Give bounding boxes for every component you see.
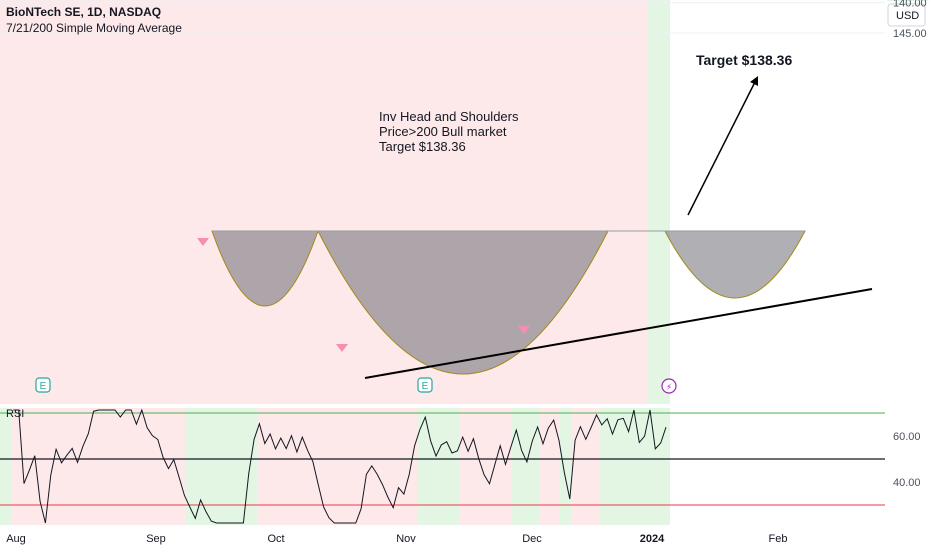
rsi-bull-zone <box>560 408 572 525</box>
time-axis-label: 2024 <box>640 533 665 545</box>
currency-label: USD <box>896 10 919 22</box>
pattern-annotation-line: Price>200 Bull market <box>379 124 507 139</box>
chart-subtitle: 7/21/200 Simple Moving Average <box>6 20 182 36</box>
time-axis-label: Oct <box>267 533 284 545</box>
bull-zone-bg <box>648 0 670 404</box>
chart-header: BioNTech SE, 1D, NASDAQ 7/21/200 Simple … <box>6 4 182 36</box>
earnings-badge-text: E <box>40 381 47 392</box>
rsi-bull-zone <box>512 408 540 525</box>
earnings-marker: E <box>418 378 432 392</box>
earnings-badge-text: E <box>422 381 429 392</box>
pattern-annotation-line: Inv Head and Shoulders <box>379 109 519 124</box>
price-axis-bg <box>885 0 932 550</box>
earnings-marker: E <box>36 378 50 392</box>
chart-title: BioNTech SE, 1D, NASDAQ <box>6 4 182 20</box>
pattern-annotation-line: Target $138.36 <box>379 139 466 154</box>
rsi-panel: RSI <box>0 408 885 525</box>
time-axis-label: Aug <box>6 533 26 545</box>
rsi-bull-zone <box>0 408 12 525</box>
rsi-bull-zone <box>418 408 460 525</box>
rsi-bull-zone <box>600 408 670 525</box>
event-badge-text: ⚡ <box>666 382 672 392</box>
rsi-tick-label: 60.00 <box>893 431 921 443</box>
neckline <box>212 231 805 232</box>
rsi-bull-zone <box>186 408 258 525</box>
pane-separator <box>0 404 932 408</box>
target-label: Target $138.36 <box>696 52 792 68</box>
rsi-tick-label: 40.00 <box>893 477 921 489</box>
time-axis-label: Dec <box>522 533 542 545</box>
rsi-future-bg <box>670 408 885 525</box>
time-axis-label: Feb <box>769 533 788 545</box>
price-tick-label: 145.00 <box>893 28 927 40</box>
time-axis-label: Nov <box>396 533 416 545</box>
time-axis-label: Sep <box>146 533 166 545</box>
price-tick-label: 140.00 <box>893 0 927 10</box>
event-marker: ⚡ <box>662 379 676 393</box>
